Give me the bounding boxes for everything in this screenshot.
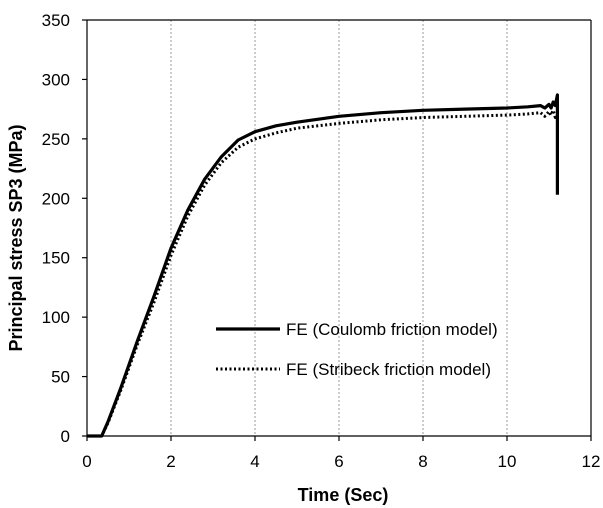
y-tick-label: 100 (42, 308, 70, 327)
x-tick-label: 12 (582, 452, 601, 471)
y-tick-labels: 0 50 100 150 200 250 300 350 (42, 11, 87, 446)
series-line-coulomb (87, 93, 559, 438)
y-tick-label: 300 (42, 70, 70, 89)
x-tick-label: 4 (250, 452, 259, 471)
y-tick-label: 50 (51, 368, 70, 387)
x-tick-label: 2 (166, 452, 175, 471)
x-axis-title: Time (Sec) (298, 485, 389, 505)
y-axis-title: Principal stress SP3 (MPa) (6, 124, 26, 351)
x-tick-labels: 0 2 4 6 8 10 12 (82, 436, 600, 471)
y-tick-label: 350 (42, 11, 70, 30)
legend: FE (Coulomb friction model) FE (Stribeck… (216, 320, 498, 379)
series-line-stribeck (87, 108, 559, 438)
legend-label-stribeck: FE (Stribeck friction model) (286, 360, 491, 379)
x-tick-label: 0 (82, 452, 91, 471)
grid-lines (170, 20, 508, 436)
legend-label-coulomb: FE (Coulomb friction model) (286, 320, 498, 339)
y-tick-label: 250 (42, 130, 70, 149)
x-tick-label: 8 (418, 452, 427, 471)
y-tick-label: 150 (42, 249, 70, 268)
series-lines (87, 93, 559, 438)
y-tick-label: 200 (42, 189, 70, 208)
y-tick-label: 0 (61, 427, 70, 446)
x-tick-label: 6 (334, 452, 343, 471)
x-tick-label: 10 (498, 452, 517, 471)
